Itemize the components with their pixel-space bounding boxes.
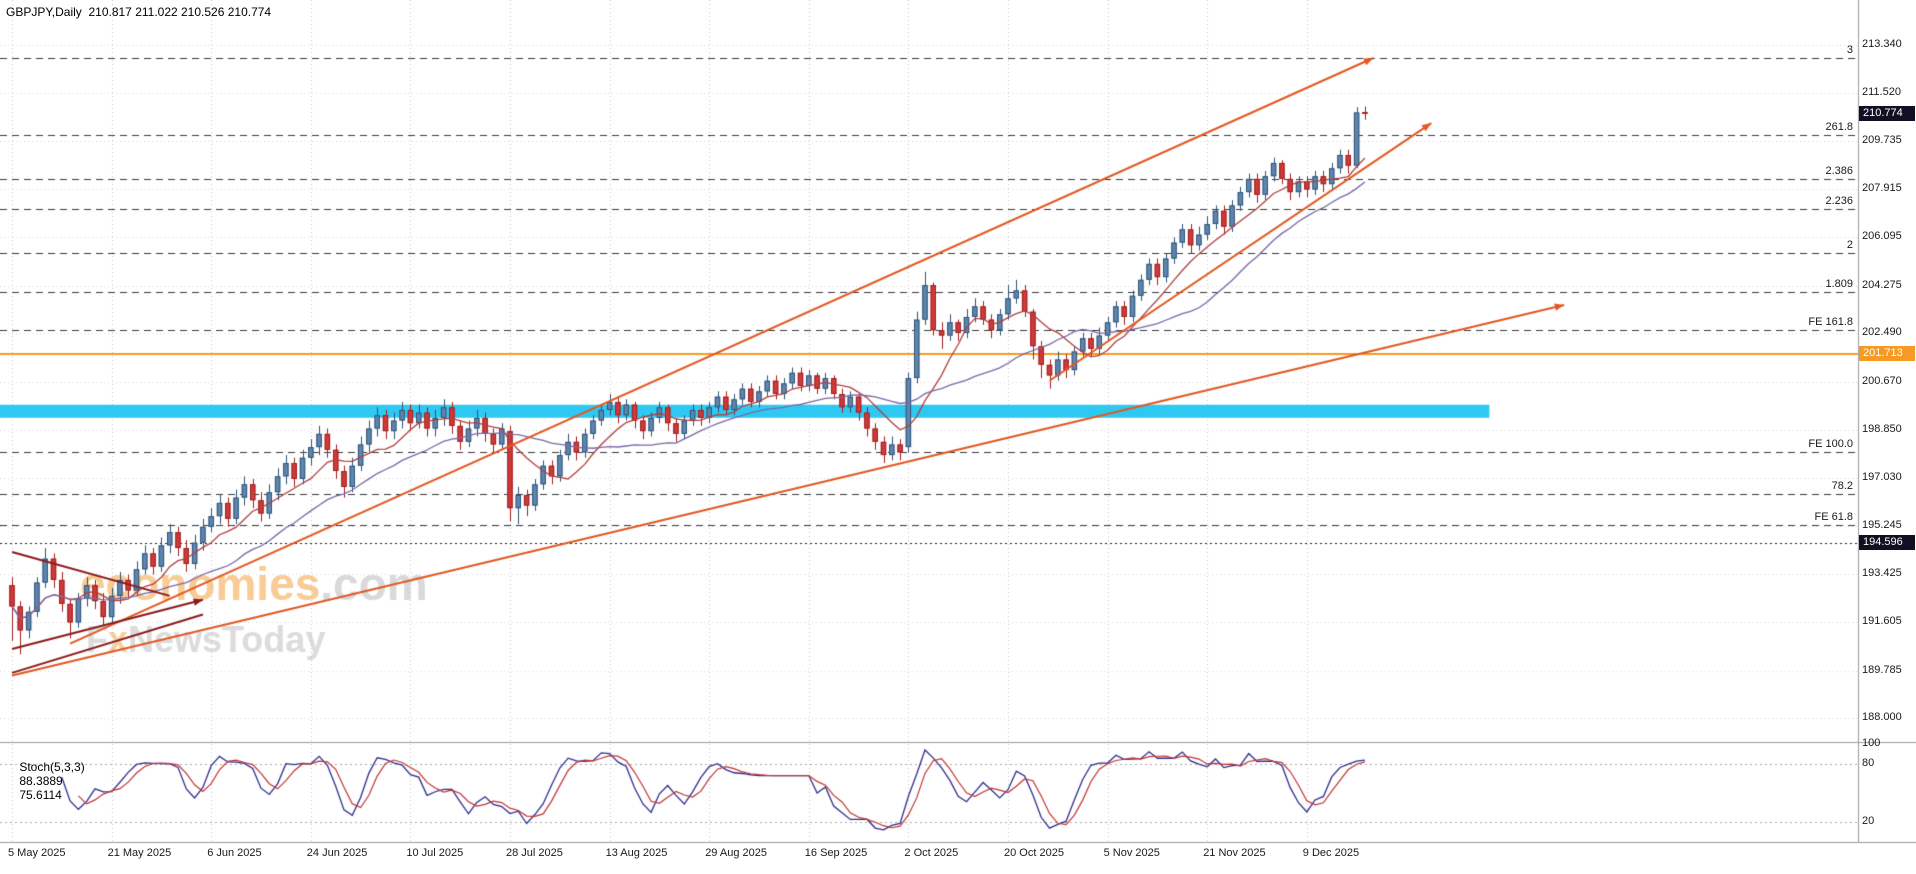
stoch-indicator-header: Stoch(5,3,3) 88.3889 75.6114 [6, 746, 91, 816]
stoch-value-k: 88.3889 [19, 774, 63, 788]
price-tick-label: 200.670 [1862, 374, 1902, 387]
stoch-level-label: 20 [1862, 815, 1875, 828]
price-tick-label: 211.520 [1862, 86, 1901, 99]
stoch-label: Stoch(5,3,3) [19, 760, 85, 774]
stoch-level-label: 100 [1862, 737, 1881, 749]
date-tick-label: 10 Jul 2025 [406, 847, 464, 859]
date-tick-label: 13 Aug 2025 [605, 847, 668, 859]
pivot-level-badge: 201.713 [1859, 346, 1915, 362]
date-tick-label: 5 May 2025 [8, 847, 66, 859]
stoch-level-label: 80 [1862, 756, 1875, 769]
fib-level-label: 3 [1846, 44, 1853, 56]
date-tick-label: 24 Jun 2025 [306, 847, 368, 859]
price-tick-label: 193.425 [1862, 566, 1902, 579]
price-tick-label: 191.605 [1862, 615, 1902, 628]
date-tick-label: 29 Aug 2025 [705, 847, 767, 859]
price-tick-label: 207.915 [1862, 182, 1902, 195]
fib-level-label: FE 161.8 [1808, 315, 1853, 328]
date-tick-label: 5 Nov 2025 [1103, 847, 1160, 859]
price-tick-label: 213.340 [1862, 38, 1902, 50]
fib-level-label: FE 100.0 [1808, 438, 1853, 451]
price-tick-label: 209.735 [1862, 133, 1902, 146]
fib-level-label: 2.386 [1825, 164, 1853, 177]
fib-level-label: 2 [1846, 239, 1853, 252]
price-tick-label: 204.275 [1862, 278, 1902, 291]
date-tick-label: 21 Nov 2025 [1203, 847, 1266, 859]
price-tick-label: 198.850 [1862, 422, 1902, 435]
price-tick-label: 202.490 [1862, 326, 1902, 339]
date-tick-label: 2 Oct 2025 [904, 847, 959, 859]
current-price-badge: 210.774 [1859, 105, 1915, 121]
date-tick-label: 20 Oct 2025 [1004, 847, 1064, 859]
price-tick-label: 195.245 [1862, 518, 1902, 531]
date-tick-label: 16 Sep 2025 [804, 847, 868, 859]
price-tick-label: 188.000 [1862, 711, 1902, 724]
date-tick-label: 21 May 2025 [107, 847, 172, 859]
date-tick-label: 28 Jul 2025 [506, 847, 563, 859]
price-tick-label: 189.785 [1862, 663, 1902, 676]
price-tick-label: 197.030 [1862, 471, 1902, 484]
stoch-value-d: 75.6114 [19, 788, 62, 802]
fib-level-label: 78.2 [1831, 479, 1853, 492]
fib-level-label: 1.809 [1825, 277, 1853, 290]
fib-level-label: 2.236 [1825, 195, 1853, 208]
chart-title: GBPJPY,Daily 210.817 211.022 210.526 210… [6, 5, 272, 19]
fib-level-label: FE 61.8 [1814, 511, 1853, 524]
date-tick-label: 6 Jun 2025 [207, 847, 262, 859]
price-tick-label: 206.095 [1862, 230, 1902, 243]
fib-level-label: 261.8 [1825, 121, 1853, 134]
date-tick-label: 9 Dec 2025 [1302, 847, 1360, 859]
support-level-badge: 194.596 [1859, 535, 1915, 551]
